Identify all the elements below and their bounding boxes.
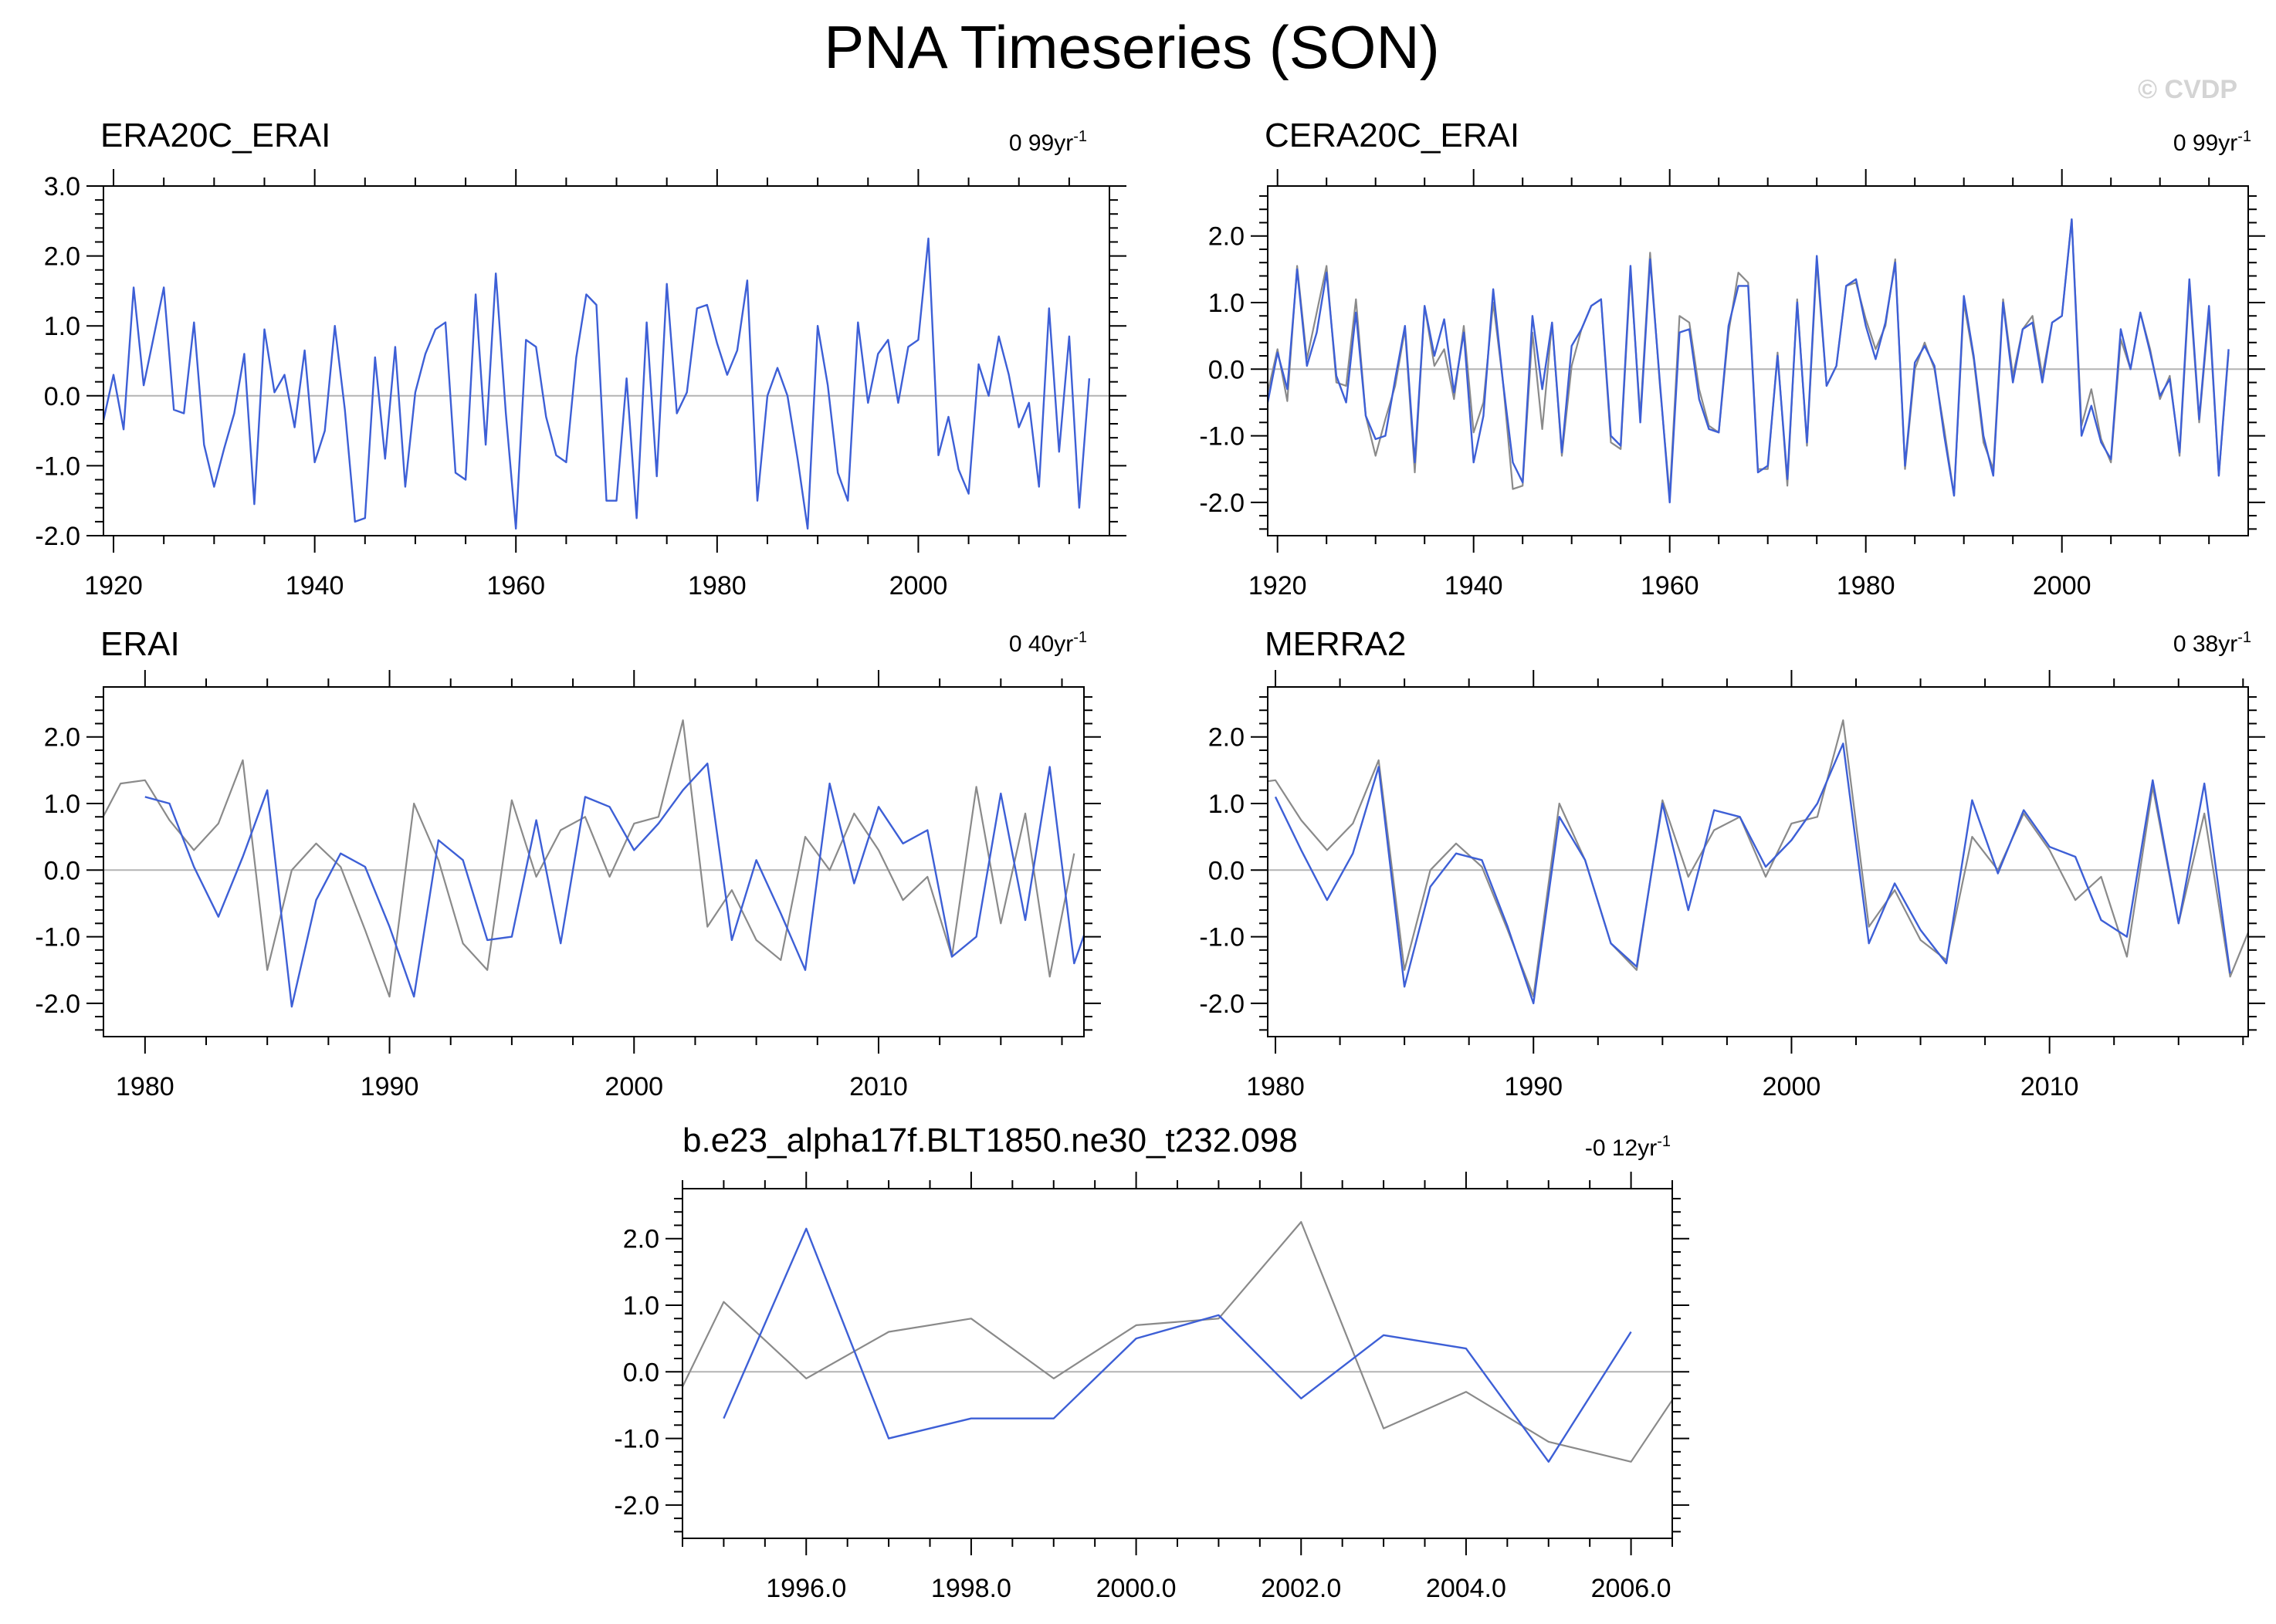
y-tick-label: 2.0: [623, 1225, 659, 1254]
y-tick-label: -1.0: [35, 452, 80, 481]
x-tick-label: 1980: [1246, 1072, 1305, 1101]
y-tick-label: 1.0: [1208, 289, 1245, 318]
y-tick-label: -2.0: [614, 1491, 659, 1521]
x-tick-label: 1990: [361, 1072, 419, 1101]
y-tick-label: -2.0: [1199, 489, 1245, 518]
observed-series-line: [1268, 218, 2230, 497]
trend-label: 0 40yr-1: [1009, 629, 1087, 657]
x-tick-label: 2000: [1763, 1072, 1821, 1101]
x-tick-label: 1960: [1641, 571, 1699, 601]
trend-exponent: -1: [2237, 629, 2251, 646]
x-tick-label: 2002.0: [1261, 1574, 1341, 1603]
x-tick-label: 1960: [486, 571, 545, 601]
x-tick-label: 1980: [1837, 571, 1895, 601]
y-tick-label: 1.0: [623, 1291, 659, 1321]
panel-title: MERRA2: [1265, 625, 1406, 663]
observed-series-line: [682, 1220, 1672, 1463]
y-tick-label: -1.0: [35, 923, 80, 952]
panel-title: CERA20C_ERAI: [1265, 117, 1519, 154]
x-tick-label: 1980: [116, 1072, 174, 1101]
plot-frame: [1267, 686, 2249, 1037]
observed-series-line: [103, 719, 1075, 998]
trend-label: 0 99yr-1: [2173, 128, 2251, 156]
x-tick-label: 1998.0: [931, 1574, 1011, 1603]
x-tick-label: 2000.0: [1096, 1574, 1177, 1603]
x-tick-label: 1940: [286, 571, 344, 601]
model-series-line: [1268, 218, 2230, 504]
trend-exponent: -1: [1073, 629, 1087, 646]
figure-title: PNA Timeseries (SON): [824, 13, 1439, 81]
y-tick-label: -2.0: [1199, 990, 1245, 1019]
y-tick-label: 1.0: [1208, 790, 1245, 819]
y-tick-label: 2.0: [1208, 723, 1245, 753]
plot-frame: [1267, 185, 2249, 536]
trend-value: 0 99yr: [1009, 130, 1073, 156]
x-tick-label: 1990: [1504, 1072, 1563, 1101]
y-tick-label: -2.0: [35, 990, 80, 1019]
plot-frame: [103, 185, 1110, 536]
x-tick-label: 2010: [2020, 1072, 2079, 1101]
panel-era20c: ERA20C_ERAI 0 99yr-1 -2.0 -1.0 0.0 1.0 2.0 3.…: [35, 117, 1126, 601]
x-tick-label: 1996.0: [766, 1574, 846, 1603]
plot-frame: [682, 1188, 1673, 1539]
y-tick-label: 0.0: [1208, 355, 1245, 384]
trend-label: 0 99yr-1: [1009, 128, 1087, 156]
y-tick-label: 2.0: [1208, 222, 1245, 252]
x-tick-label: 2010: [849, 1072, 908, 1101]
x-tick-label: 2000: [2033, 571, 2091, 601]
model-series-line: [103, 237, 1091, 530]
trend-value: 0 40yr: [1009, 631, 1073, 657]
y-tick-label: 2.0: [44, 723, 80, 753]
y-tick-label: -1.0: [614, 1425, 659, 1454]
panel-title: ERAI: [100, 625, 180, 663]
x-tick-label: 1920: [84, 571, 143, 601]
y-tick-label: 0.0: [1208, 856, 1245, 885]
cvdp-watermark: © CVDP: [2138, 75, 2237, 104]
x-tick-label: 2004.0: [1426, 1574, 1506, 1603]
x-tick-label: 2000: [889, 571, 948, 601]
panel-title: ERA20C_ERAI: [100, 117, 330, 154]
y-tick-label: 3.0: [44, 172, 80, 201]
panel-model-run: b.e23_alpha17f.BLT1850.ne30_t232.098 -0 …: [614, 1122, 1689, 1603]
x-tick-label: 1920: [1248, 571, 1307, 601]
panel-merra2: MERRA2 0 38yr-1 -2.0 -1.0 0.0 1.0 2.0 1980 199…: [1199, 625, 2265, 1101]
model-series-line: [1274, 743, 2231, 1005]
x-tick-label: 1940: [1445, 571, 1503, 601]
y-tick-label: -1.0: [1199, 923, 1245, 952]
plot-frame: [103, 686, 1085, 1037]
y-tick-label: 1.0: [44, 312, 80, 341]
x-tick-label: 2000: [605, 1072, 663, 1101]
panel-cera20c: CERA20C_ERAI 0 99yr-1 -2.0 -1.0 0.0 1.0 2.0 1…: [1199, 117, 2265, 601]
y-tick-label: 1.0: [44, 790, 80, 819]
y-tick-label: 0.0: [44, 382, 80, 411]
y-tick-label: 0.0: [44, 856, 80, 885]
y-tick-label: -1.0: [1199, 422, 1245, 452]
trend-exponent: -1: [1073, 128, 1087, 145]
trend-label: 0 38yr-1: [2173, 629, 2251, 657]
model-series-line: [144, 763, 1084, 1008]
trend-value: 0 99yr: [2173, 130, 2237, 156]
trend-value: 0 38yr: [2173, 631, 2237, 657]
trend-label: -0 12yr-1: [1585, 1133, 1671, 1161]
trend-exponent: -1: [1657, 1133, 1671, 1150]
panel-title: b.e23_alpha17f.BLT1850.ne30_t232.098: [682, 1122, 1298, 1159]
x-tick-label: 1980: [688, 571, 747, 601]
x-tick-label: 2006.0: [1591, 1574, 1671, 1603]
trend-value: -0 12yr: [1585, 1135, 1657, 1161]
y-tick-label: 0.0: [623, 1358, 659, 1387]
panel-erai: ERAI 0 40yr-1 -2.0 -1.0 0.0 1.0 2.0 1980 1990 2…: [35, 625, 1101, 1101]
y-tick-label: -2.0: [35, 522, 80, 551]
model-series-line: [723, 1227, 1632, 1463]
trend-exponent: -1: [2237, 128, 2251, 145]
y-tick-label: 2.0: [44, 242, 80, 272]
